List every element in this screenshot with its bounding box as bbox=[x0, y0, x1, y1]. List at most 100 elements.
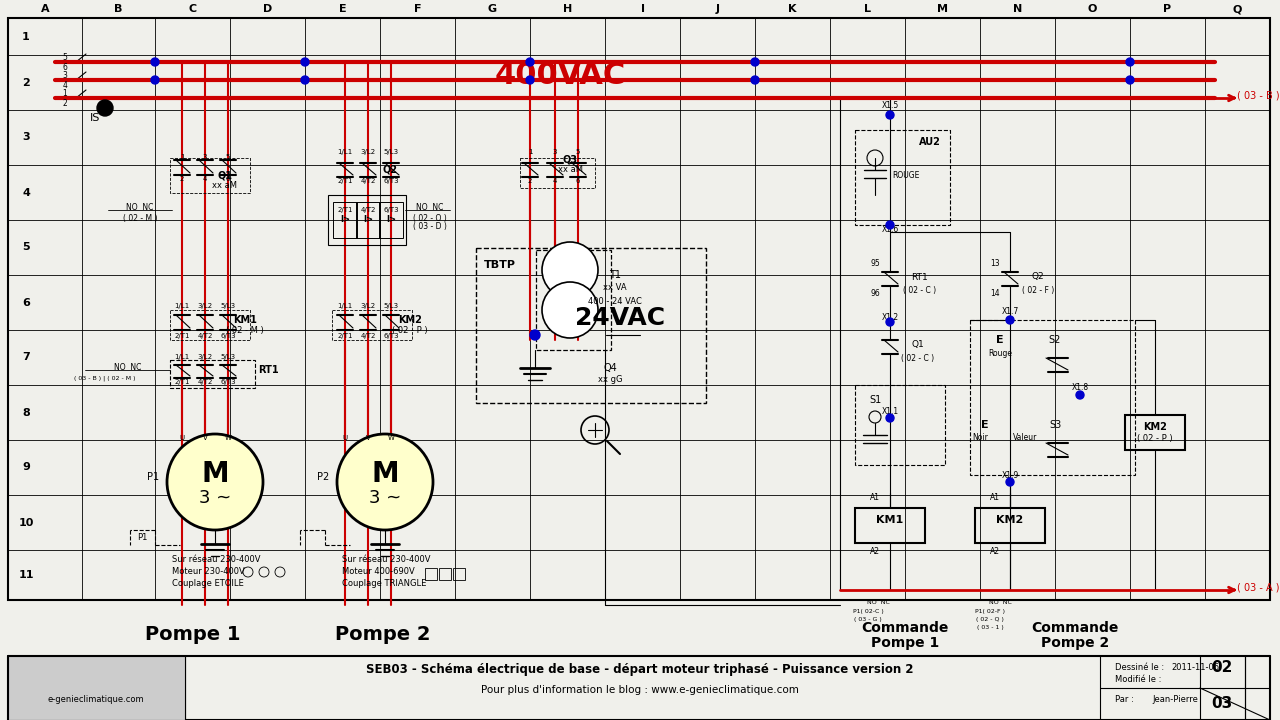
Text: U: U bbox=[179, 435, 184, 441]
Text: 2011-11-06: 2011-11-06 bbox=[1171, 662, 1219, 672]
Text: X1.8: X1.8 bbox=[1071, 384, 1088, 392]
Text: 3 ~: 3 ~ bbox=[369, 489, 401, 507]
Text: 4/T2: 4/T2 bbox=[197, 333, 212, 339]
Text: 6: 6 bbox=[63, 63, 68, 71]
Bar bbox=[855, 385, 945, 465]
Text: U: U bbox=[343, 435, 348, 441]
Text: 5/L3: 5/L3 bbox=[384, 149, 398, 155]
Circle shape bbox=[301, 76, 308, 84]
Text: P: P bbox=[1164, 4, 1171, 14]
Text: 5: 5 bbox=[225, 154, 230, 160]
Text: 24VAC: 24VAC bbox=[575, 306, 666, 330]
Text: ( 03 - B ): ( 03 - B ) bbox=[1236, 90, 1279, 100]
Circle shape bbox=[526, 58, 534, 66]
Circle shape bbox=[886, 414, 893, 422]
Text: Couplage ETOILE: Couplage ETOILE bbox=[172, 580, 243, 588]
Text: 03: 03 bbox=[1211, 696, 1233, 711]
Circle shape bbox=[151, 58, 159, 66]
Text: 4: 4 bbox=[22, 187, 29, 197]
Text: F: F bbox=[413, 4, 421, 14]
Text: ( 02 - P ): ( 02 - P ) bbox=[392, 326, 428, 336]
Text: 5/L3: 5/L3 bbox=[220, 303, 236, 309]
Text: 6: 6 bbox=[225, 176, 230, 182]
Text: KM2: KM2 bbox=[398, 315, 422, 325]
Text: 3: 3 bbox=[63, 71, 68, 79]
Text: Moteur 400-690V: Moteur 400-690V bbox=[342, 567, 415, 577]
Text: ( 02 - C ): ( 02 - C ) bbox=[904, 286, 937, 294]
Text: Noir: Noir bbox=[972, 433, 988, 441]
Text: K: K bbox=[788, 4, 796, 14]
Text: Q: Q bbox=[1233, 4, 1242, 14]
Text: NO  NC: NO NC bbox=[988, 600, 1011, 606]
Text: 1/L1: 1/L1 bbox=[174, 354, 189, 360]
Text: B: B bbox=[114, 4, 123, 14]
Text: O: O bbox=[1088, 4, 1097, 14]
Text: TBTP: TBTP bbox=[484, 260, 516, 270]
Text: 400 - 24 VAC: 400 - 24 VAC bbox=[588, 297, 643, 305]
Text: M: M bbox=[201, 460, 229, 488]
Text: 3/L2: 3/L2 bbox=[361, 303, 375, 309]
Text: NO  NC: NO NC bbox=[416, 204, 444, 212]
Text: E: E bbox=[996, 335, 1004, 345]
Text: 6/T3: 6/T3 bbox=[383, 178, 399, 184]
Text: Pompe 1: Pompe 1 bbox=[870, 636, 940, 650]
Text: 2/T1: 2/T1 bbox=[337, 207, 353, 213]
Text: Commande: Commande bbox=[861, 621, 948, 635]
Text: Rouge: Rouge bbox=[988, 348, 1012, 358]
Text: 6/T3: 6/T3 bbox=[220, 333, 236, 339]
Text: 1/L1: 1/L1 bbox=[338, 149, 352, 155]
Text: 4/T2: 4/T2 bbox=[360, 207, 376, 213]
Text: P1( 02-C ): P1( 02-C ) bbox=[852, 610, 883, 614]
Text: J: J bbox=[716, 4, 719, 14]
Bar bbox=[8, 18, 1270, 600]
Text: 8: 8 bbox=[22, 408, 29, 418]
Text: Q1: Q1 bbox=[911, 341, 924, 349]
Bar bbox=[332, 310, 412, 340]
Circle shape bbox=[541, 242, 598, 298]
Bar bbox=[855, 508, 925, 543]
Text: L: L bbox=[864, 4, 870, 14]
Text: 4: 4 bbox=[553, 178, 557, 184]
Text: ( 03 - G ): ( 03 - G ) bbox=[854, 618, 882, 623]
Text: 1: 1 bbox=[63, 89, 68, 97]
Text: 2/T1: 2/T1 bbox=[337, 333, 353, 339]
Bar bbox=[170, 158, 250, 193]
Bar bbox=[439, 568, 451, 580]
Text: 3/L2: 3/L2 bbox=[197, 303, 212, 309]
Text: ( 02 - Q ): ( 02 - Q ) bbox=[977, 618, 1004, 623]
Text: I>: I> bbox=[364, 215, 372, 225]
Text: P1: P1 bbox=[147, 472, 159, 482]
Text: A2: A2 bbox=[870, 546, 881, 556]
Text: SEB03 - Schéma électrique de base - départ moteur triphasé - Puissance version 2: SEB03 - Schéma électrique de base - dépa… bbox=[366, 664, 914, 677]
Bar bbox=[333, 202, 357, 238]
Text: 4/T2: 4/T2 bbox=[360, 333, 376, 339]
Bar bbox=[975, 508, 1044, 543]
Text: G: G bbox=[488, 4, 497, 14]
Text: 5/L3: 5/L3 bbox=[384, 303, 398, 309]
Text: Q3: Q3 bbox=[562, 155, 577, 165]
Circle shape bbox=[886, 221, 893, 229]
Text: D: D bbox=[262, 4, 273, 14]
Text: Q4: Q4 bbox=[603, 363, 617, 373]
Text: X1.2: X1.2 bbox=[882, 312, 899, 322]
Text: 4/T2: 4/T2 bbox=[360, 178, 376, 184]
Text: X1.5: X1.5 bbox=[882, 101, 899, 109]
Text: 5: 5 bbox=[63, 53, 68, 61]
Text: Sur réseau 230-400V: Sur réseau 230-400V bbox=[342, 556, 430, 564]
Circle shape bbox=[541, 282, 598, 338]
Text: Q2: Q2 bbox=[383, 165, 398, 175]
Text: 11: 11 bbox=[18, 570, 33, 580]
Text: A: A bbox=[41, 4, 50, 14]
Circle shape bbox=[1126, 58, 1134, 66]
Text: 14: 14 bbox=[991, 289, 1000, 299]
Text: 1: 1 bbox=[527, 149, 532, 155]
Bar bbox=[453, 568, 465, 580]
Text: 96: 96 bbox=[870, 289, 879, 299]
Bar bbox=[520, 158, 595, 188]
Bar bbox=[170, 310, 250, 340]
Text: Jean-Pierre: Jean-Pierre bbox=[1152, 696, 1198, 704]
Text: 6/T3: 6/T3 bbox=[220, 379, 236, 385]
Text: Moteur 230-400V: Moteur 230-400V bbox=[172, 567, 244, 577]
Bar bbox=[536, 250, 611, 350]
Text: ( 03 - A ): ( 03 - A ) bbox=[1236, 582, 1279, 592]
